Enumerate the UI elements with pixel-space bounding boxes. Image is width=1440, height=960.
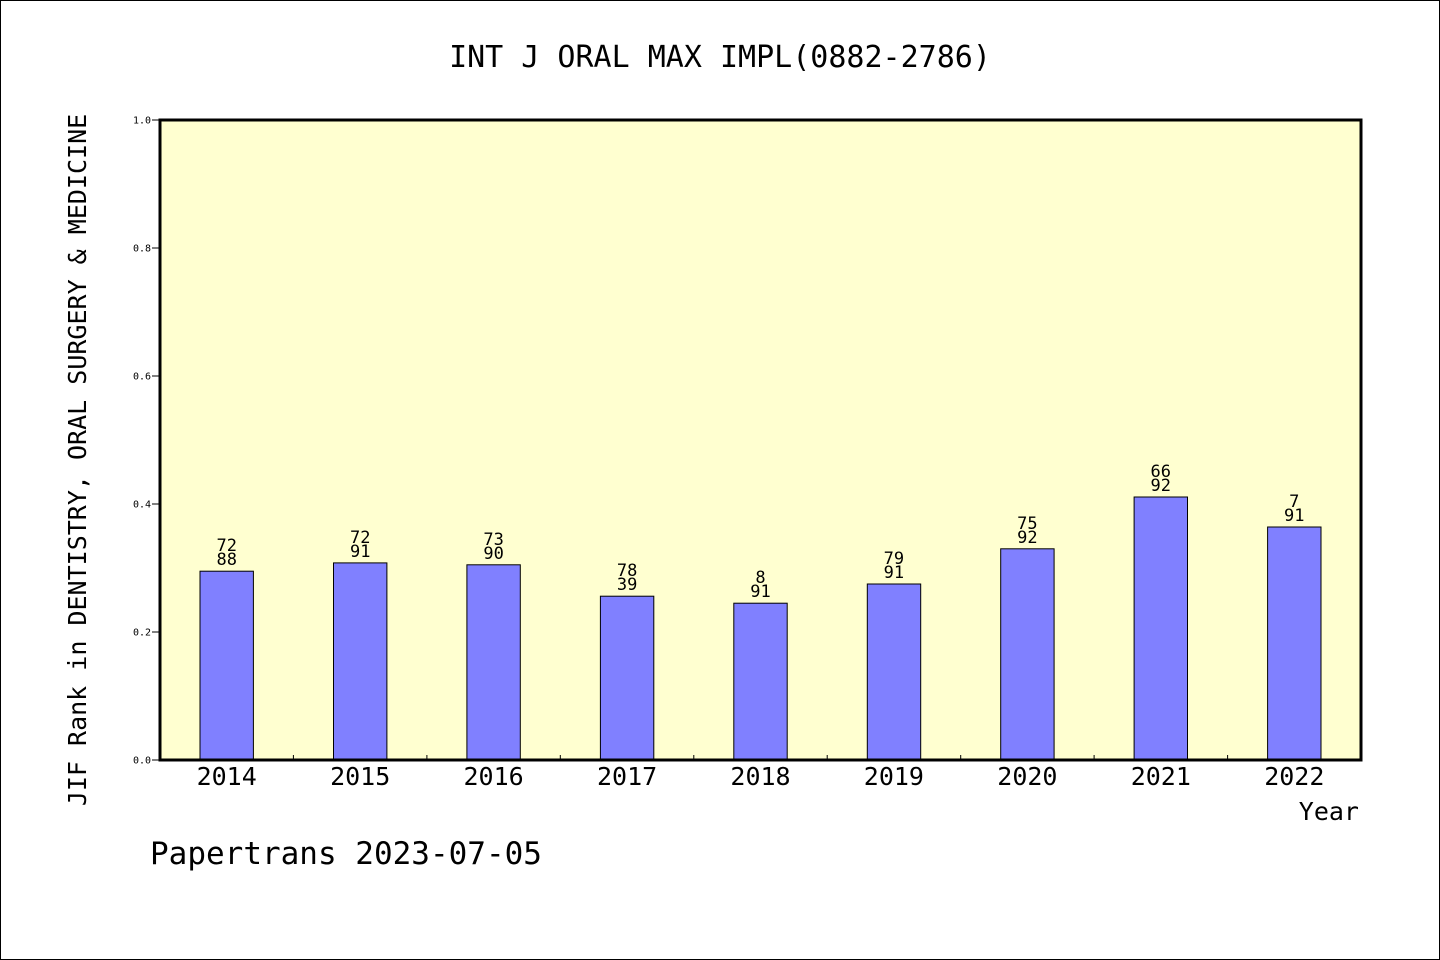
- plot-border: [158, 118, 1363, 762]
- rank-label-2014: 72: [216, 536, 236, 556]
- x-axis-label: Year: [1299, 797, 1359, 826]
- rank-label-2019: 79: [884, 549, 904, 569]
- rank-label-2015: 72: [350, 528, 370, 548]
- bar-group: [199, 496, 1322, 761]
- x-tick-label-2021: 2021: [1131, 762, 1191, 791]
- bar-2022: [1267, 526, 1322, 761]
- y-tick-label-0.8: 0.8: [133, 244, 151, 255]
- rank-label-2018: 8: [755, 568, 765, 588]
- bar-2014: [199, 570, 254, 761]
- x-tick-label-2019: 2019: [864, 762, 924, 791]
- x-tick-label-2018: 2018: [730, 762, 790, 791]
- total-label-2017: 39: [617, 575, 637, 595]
- bar-2019: [866, 583, 922, 761]
- y-tick-label-0.6: 0.6: [133, 372, 151, 383]
- footer-credit: Papertrans 2023-07-05: [150, 836, 542, 872]
- total-label-2014: 88: [216, 550, 236, 570]
- rank-label-2022: 7: [1289, 492, 1299, 512]
- bar-2017: [599, 595, 655, 761]
- total-label-2020: 92: [1017, 528, 1037, 548]
- total-label-2016: 90: [483, 544, 503, 564]
- rank-label-2020: 75: [1017, 514, 1037, 534]
- bar-2016: [466, 564, 521, 761]
- bar-2021: [1133, 496, 1188, 761]
- x-tick-label-2015: 2015: [330, 762, 390, 791]
- y-axis: 0.0 0.2 0.4 0.6 0.8 1.0: [133, 116, 160, 767]
- y-tick-label-0.0: 0.0: [133, 756, 151, 767]
- y-axis-label: JIF Rank in DENTISTRY, ORAL SURGERY & ME…: [63, 114, 92, 806]
- rank-label-2017: 78: [617, 561, 637, 581]
- bar-2020: [1000, 548, 1055, 761]
- y-tick-label-0.2: 0.2: [133, 628, 151, 639]
- x-axis: 2014 2015 2016 2017 2018 2019 2020 2021 2022: [197, 755, 1324, 791]
- x-tick-label-2016: 2016: [463, 762, 523, 791]
- rank-label-2021: 66: [1151, 462, 1171, 482]
- chart-title: INT J ORAL MAX IMPL(0882-2786): [449, 40, 991, 75]
- bar-2015: [333, 562, 388, 761]
- x-tick-label-2014: 2014: [197, 762, 257, 791]
- total-label-2019: 91: [884, 563, 904, 583]
- total-label-2018: 91: [750, 582, 770, 602]
- bar-2018: [733, 602, 788, 761]
- rank-label-2016: 73: [483, 530, 503, 550]
- y-tick-label-0.4: 0.4: [133, 500, 151, 511]
- total-label-2022: 91: [1284, 506, 1304, 526]
- y-tick-label-1.0: 1.0: [133, 116, 151, 127]
- total-label-2015: 91: [350, 542, 370, 562]
- x-tick-label-2020: 2020: [997, 762, 1057, 791]
- x-tick-label-2017: 2017: [597, 762, 657, 791]
- total-label-2021: 92: [1151, 476, 1171, 496]
- x-tick-label-2022: 2022: [1264, 762, 1324, 791]
